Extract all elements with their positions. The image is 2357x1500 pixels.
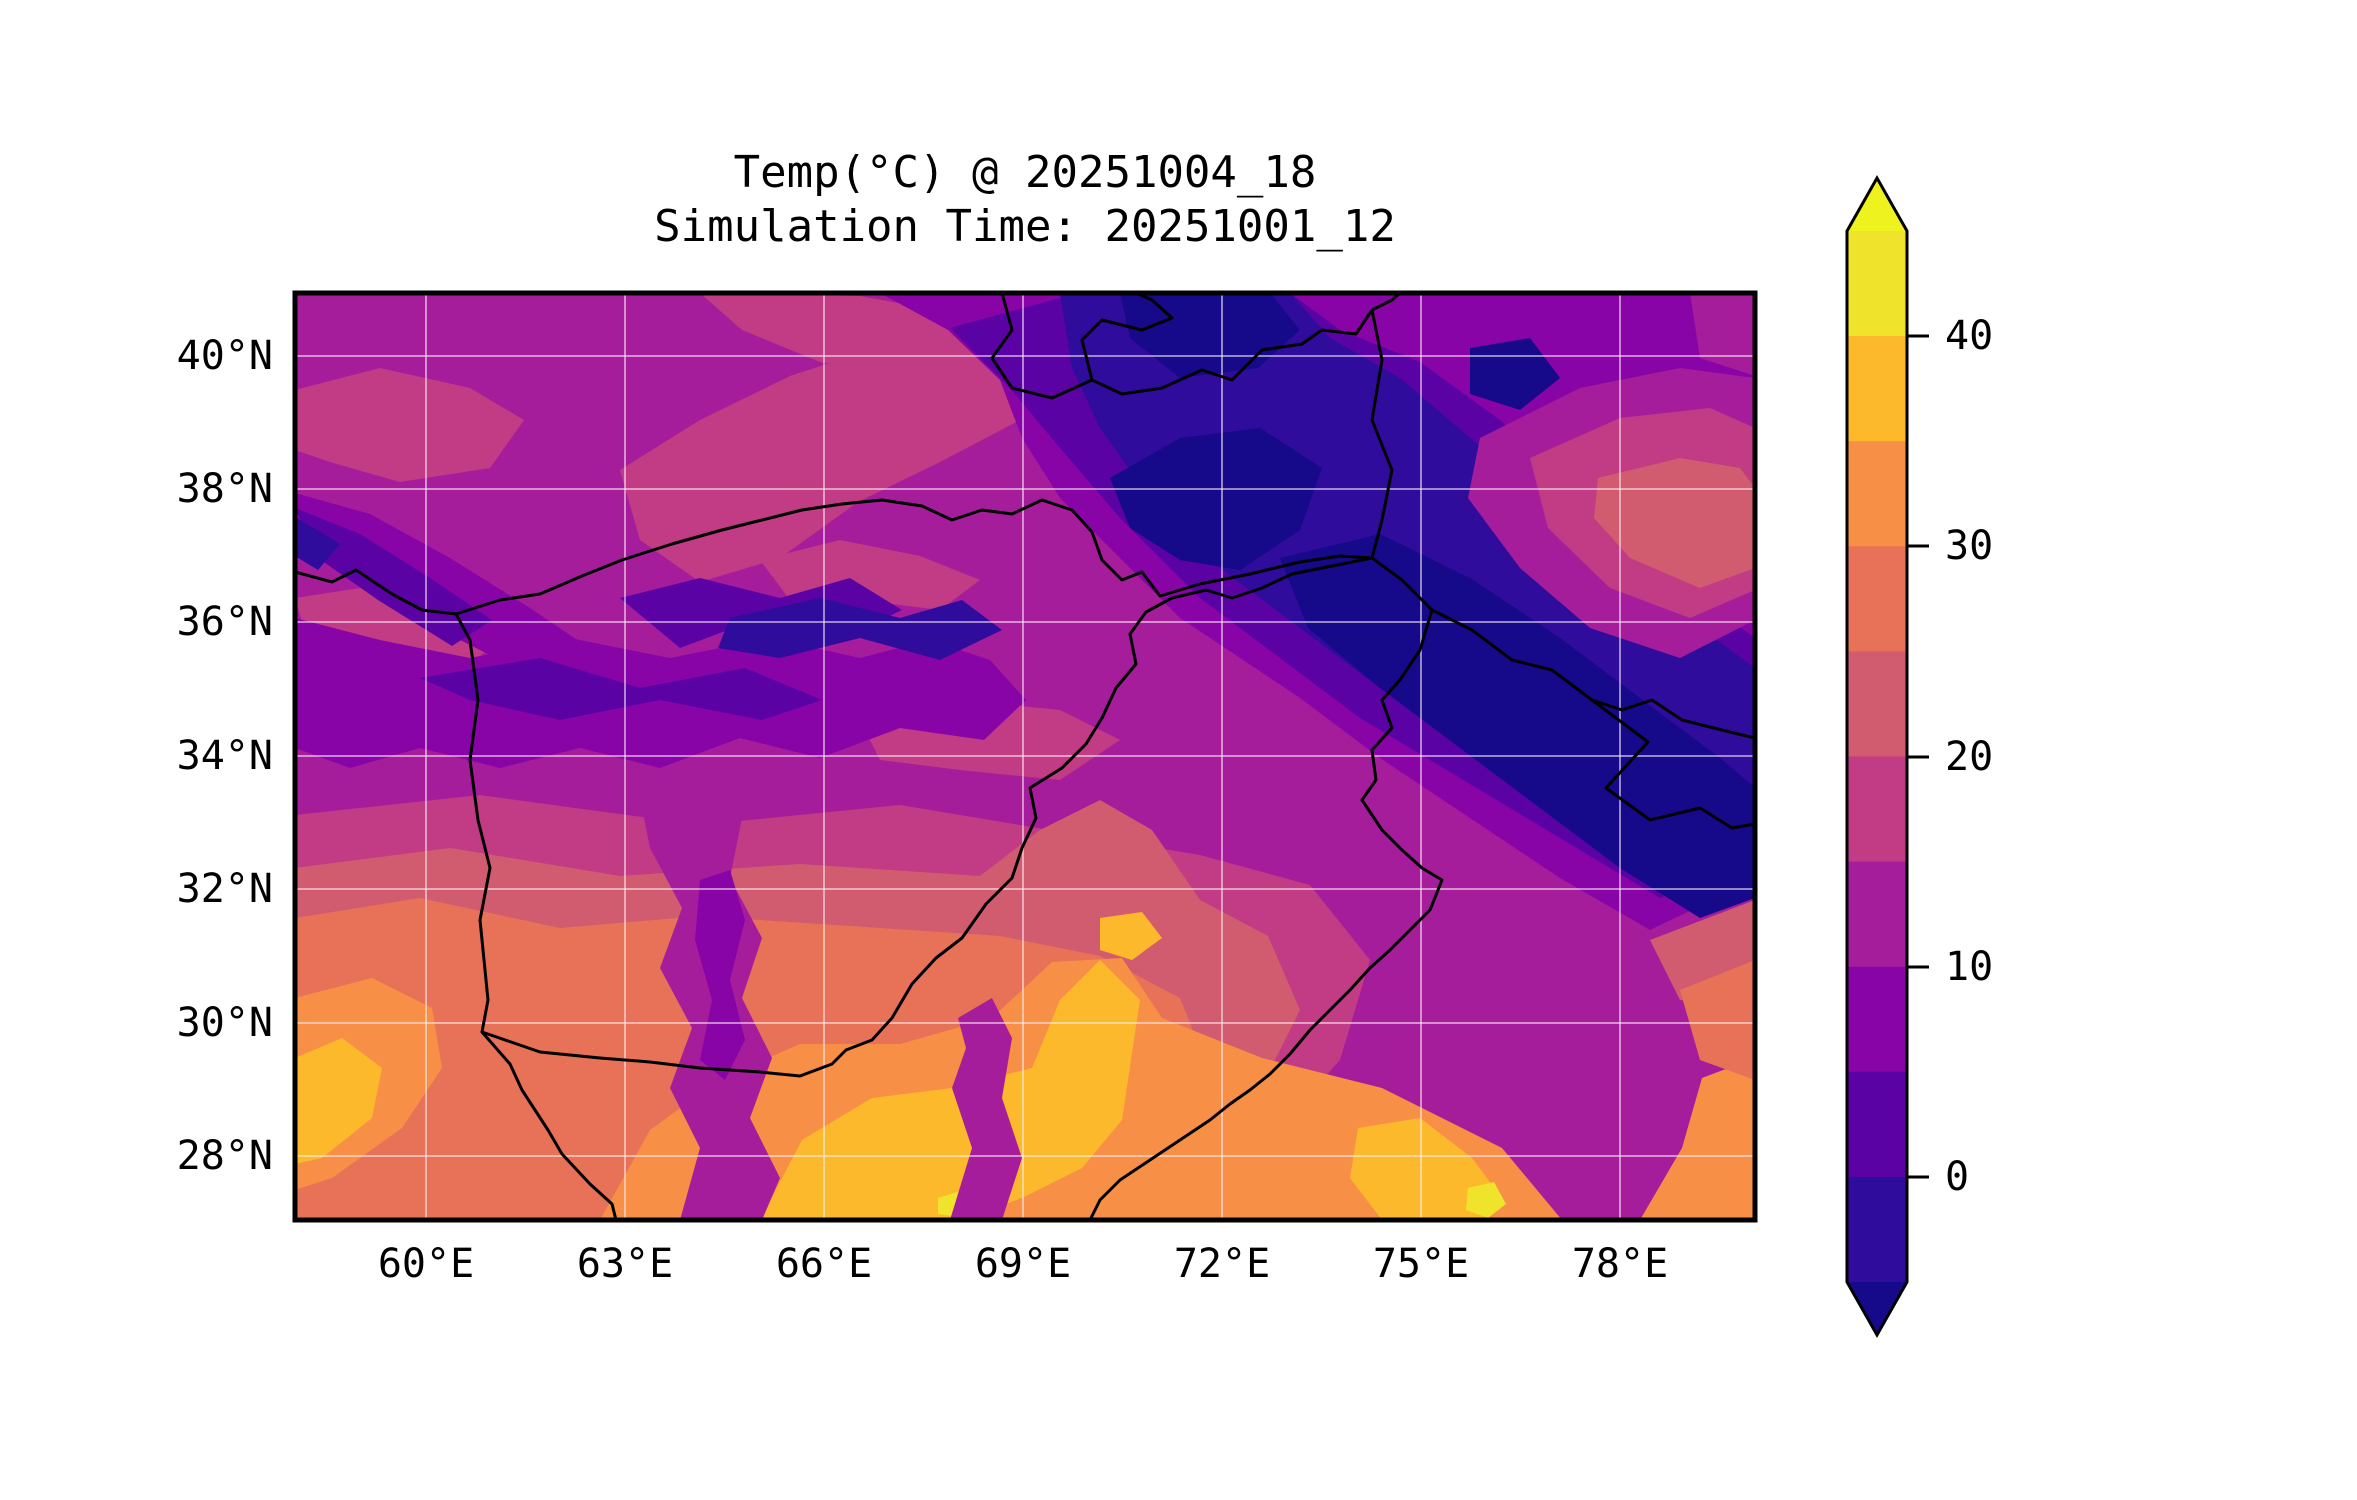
x-tick-label-60°E: 60°E [377,1241,475,1287]
colorbar-under-arrow [1847,1282,1907,1335]
contour-region-salmon-east-edge [1680,960,1755,1080]
contour-region-violet-hk-a [420,658,822,720]
x-tick-label-75°E: 75°E [1372,1241,1470,1287]
colorbar-segment-20–25 [1847,651,1907,758]
x-tick-label-66°E: 66°E [775,1241,873,1287]
y-tick-label-32°N: 32°N [176,866,273,912]
contour-region-under-karakoram [1280,534,1755,918]
border-india-pak-border [1088,608,1444,1220]
colorbar-segment-35–40 [1847,336,1907,442]
colorbar-segment-0–5 [1847,1071,1907,1178]
contour-region-magenta-ridge-a [640,788,780,1220]
contour-region-yellow-spot-b [1466,1182,1506,1218]
y-tick-label-40°N: 40°N [176,333,273,379]
y-tick-label-28°N: 28°N [176,1133,273,1179]
colorbar-segment-30–35 [1847,441,1907,547]
contour-region-pink-north-band [620,330,1058,582]
border-china-pak-border [1370,556,1755,740]
x-tick-label-63°E: 63°E [576,1241,674,1287]
border-tajik-china-border [1370,308,1394,560]
contour-region-purple-kopet [295,493,592,680]
border-afghan-north-border [454,498,1374,616]
contour-region-magenta-ridge-b [950,998,1022,1220]
contour-region-pink-nw-a [295,368,524,482]
contour-layers [295,293,1755,1220]
colorbar-tick-label-20: 20 [1945,734,1994,780]
x-tick-label-78°E: 78°E [1571,1241,1669,1287]
border-tajik-squiggles [990,293,1402,400]
colorbar-segment-40–45 [1847,231,1907,337]
country-borders [295,293,1755,1220]
contour-region-gold-sw-core [295,1038,382,1164]
y-tick-label-36°N: 36°N [176,599,273,645]
plot-subtitle: Simulation Time: 20251001_12 [654,201,1396,252]
colorbar-tick-label-0: 0 [1945,1154,1970,1200]
colorbar-segment-25–30 [1847,546,1907,652]
y-tick-label-34°N: 34°N [176,733,273,779]
contour-region-gold-small-a [1100,912,1162,960]
y-tick-label-30°N: 30°N [176,1000,273,1046]
contour-region-purple-ridge-a [695,870,745,1080]
contour-region-orange-se-edge [1640,1058,1755,1220]
colorbar-segment-5–10 [1847,966,1907,1073]
colorbar-segment-15–20 [1847,756,1907,863]
graticule-gridlines [295,293,1755,1220]
colorbar-segment--5–0 [1847,1176,1907,1283]
colorbar-tick-label-10: 10 [1945,944,1994,990]
colorbar-segment-10–15 [1847,861,1907,968]
y-tick-label-38°N: 38°N [176,466,273,512]
colorbar-over-arrow [1847,178,1907,231]
colorbar-tick-label-30: 30 [1945,523,1994,569]
colorbar-outline [1845,174,1909,1339]
border-fergana-loop [1080,293,1174,382]
contour-region-navy-kopet [295,518,340,570]
border-afpak-durand-line [480,556,1374,1078]
border-iran-border [295,568,618,1220]
plot-title-block: Temp(°C) @ 20251004_18 Simulation Time: … [654,146,1396,254]
x-tick-label-69°E: 69°E [974,1241,1072,1287]
colorbar-tick-label-40: 40 [1945,313,1994,359]
colorbar [1845,174,1929,1339]
contour-region-navy-hk-streak [718,598,1002,660]
map-frame [292,290,1758,1223]
plot-title: Temp(°C) @ 20251004_18 [733,147,1317,198]
contour-region-gold-small-b [815,1178,880,1220]
contour-region-under-hk-core [1110,428,1322,570]
contour-region-gold-east-patch [1350,1118,1502,1220]
x-tick-label-72°E: 72°E [1173,1241,1271,1287]
border-china-india-spur [1590,698,1755,830]
contour-region-tarim-rose [1594,458,1755,588]
